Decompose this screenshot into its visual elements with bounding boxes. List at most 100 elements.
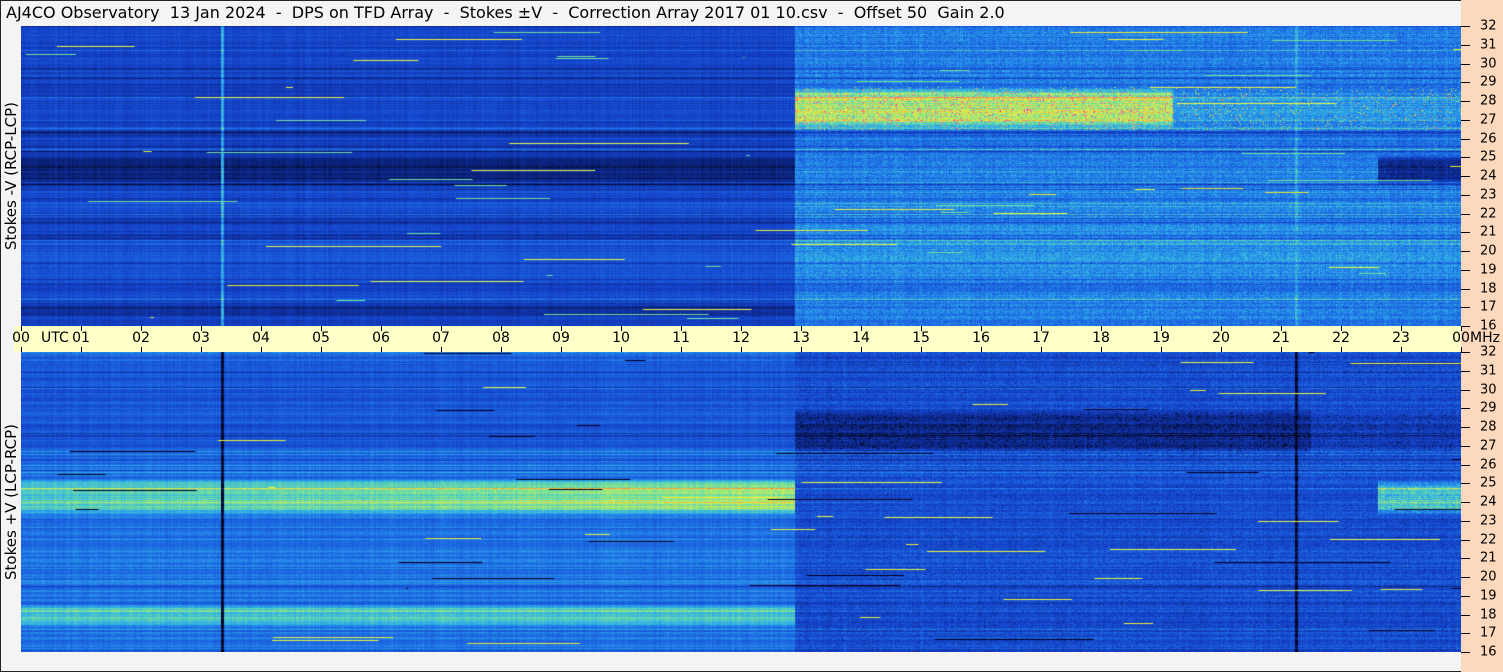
freq-tick-label: 19	[1480, 588, 1497, 604]
time-tick	[561, 326, 562, 331]
freq-tick-label: 23	[1480, 513, 1497, 529]
freq-tick-label: 27	[1480, 112, 1497, 128]
time-tick	[1221, 326, 1222, 331]
time-tick	[501, 347, 502, 352]
time-tick	[321, 326, 322, 331]
time-tick	[261, 326, 262, 331]
time-tick	[321, 347, 322, 352]
freq-tick	[1461, 326, 1470, 327]
freq-tick-label: 21	[1480, 224, 1497, 240]
time-tick	[861, 326, 862, 331]
freq-tick-label: 16	[1480, 644, 1497, 660]
freq-tick-label: 16	[1480, 318, 1497, 334]
freq-tick	[1461, 389, 1470, 391]
freq-tick	[1461, 157, 1470, 159]
freq-tick-label: 28	[1480, 93, 1497, 109]
time-tick-label: 05	[312, 330, 330, 346]
freq-tick-label: 26	[1480, 457, 1497, 472]
time-tick-label: 02	[132, 330, 150, 346]
freq-tick-label: 28	[1480, 419, 1497, 435]
spectrogram-stokes-plus-v	[21, 352, 1461, 652]
mhz-label: MHz	[1470, 330, 1500, 346]
time-tick	[21, 347, 22, 352]
freq-tick-label: 30	[1480, 56, 1497, 71]
time-tick	[921, 347, 922, 352]
time-tick	[1281, 347, 1282, 352]
time-tick-label: 08	[492, 330, 510, 346]
time-tick-label: 18	[1092, 330, 1110, 346]
freq-tick	[1461, 614, 1470, 616]
freq-tick	[1461, 307, 1470, 309]
freq-tick	[1461, 63, 1470, 65]
freq-tick-label: 29	[1480, 74, 1497, 90]
time-tick-label: 00	[12, 330, 30, 346]
time-tick-label: 06	[372, 330, 390, 346]
time-tick	[1401, 347, 1402, 352]
time-tick-label: 14	[852, 330, 870, 346]
time-tick	[1101, 347, 1102, 352]
freq-tick-label: 27	[1480, 438, 1497, 454]
freq-tick	[1461, 652, 1470, 653]
freq-tick-label: 23	[1480, 187, 1497, 203]
time-tick	[621, 347, 622, 352]
utc-label: UTC	[41, 330, 69, 346]
time-tick	[1401, 326, 1402, 331]
time-tick-label: 03	[192, 330, 210, 346]
time-tick	[1221, 347, 1222, 352]
freq-tick-label: 22	[1480, 532, 1497, 547]
freq-tick-label: 17	[1480, 299, 1497, 315]
freq-tick	[1461, 82, 1470, 84]
freq-tick	[1461, 408, 1470, 410]
time-tick-label: 17	[1032, 330, 1050, 346]
y-axis-label-top: Stokes -V (RCP-LCP)	[2, 102, 20, 250]
freq-tick	[1461, 520, 1470, 522]
time-tick	[381, 326, 382, 331]
time-tick	[981, 347, 982, 352]
freq-tick-label: 25	[1480, 149, 1497, 165]
time-tick	[441, 326, 442, 331]
time-tick	[81, 326, 82, 331]
freq-tick	[1461, 251, 1470, 252]
freq-tick-label: 31	[1480, 363, 1497, 379]
time-tick-label: 04	[252, 330, 270, 346]
freq-tick	[1461, 44, 1470, 46]
freq-tick	[1461, 577, 1470, 578]
time-tick	[201, 326, 202, 331]
time-tick-label: 19	[1152, 330, 1170, 346]
freq-tick-label: 17	[1480, 625, 1497, 641]
time-tick-label: 11	[672, 330, 690, 346]
chart-title: AJ4CO Observatory 13 Jan 2024 - DPS on T…	[6, 3, 1005, 22]
freq-tick-label: 20	[1480, 569, 1497, 585]
time-tick-label: 10	[612, 330, 630, 346]
time-tick	[561, 347, 562, 352]
time-tick-label: 12	[732, 330, 750, 346]
freq-tick	[1461, 213, 1470, 215]
freq-tick	[1461, 539, 1470, 541]
freq-tick	[1461, 176, 1470, 177]
freq-tick-label: 18	[1480, 281, 1497, 296]
time-tick	[1461, 326, 1462, 331]
freq-tick-label: 21	[1480, 550, 1497, 566]
freq-tick-label: 19	[1480, 262, 1497, 278]
freq-tick-label: 22	[1480, 206, 1497, 221]
time-tick	[741, 347, 742, 352]
time-tick	[1161, 326, 1162, 331]
freq-tick-label: 31	[1480, 37, 1497, 53]
time-tick	[81, 347, 82, 352]
time-tick-label: 00	[1452, 330, 1470, 346]
freq-tick	[1461, 101, 1470, 102]
freq-tick	[1461, 370, 1470, 372]
freq-tick	[1461, 288, 1470, 290]
freq-tick	[1461, 26, 1470, 27]
freq-tick	[1461, 194, 1470, 196]
time-tick	[1341, 326, 1342, 331]
freq-tick	[1461, 464, 1470, 466]
time-tick	[981, 326, 982, 331]
time-tick-label: 21	[1272, 330, 1290, 346]
time-tick	[801, 326, 802, 331]
freq-tick	[1461, 269, 1470, 271]
freq-tick-label: 32	[1480, 344, 1497, 360]
time-tick	[501, 326, 502, 331]
frequency-axis	[1461, 0, 1503, 672]
time-tick-label: 15	[912, 330, 930, 346]
